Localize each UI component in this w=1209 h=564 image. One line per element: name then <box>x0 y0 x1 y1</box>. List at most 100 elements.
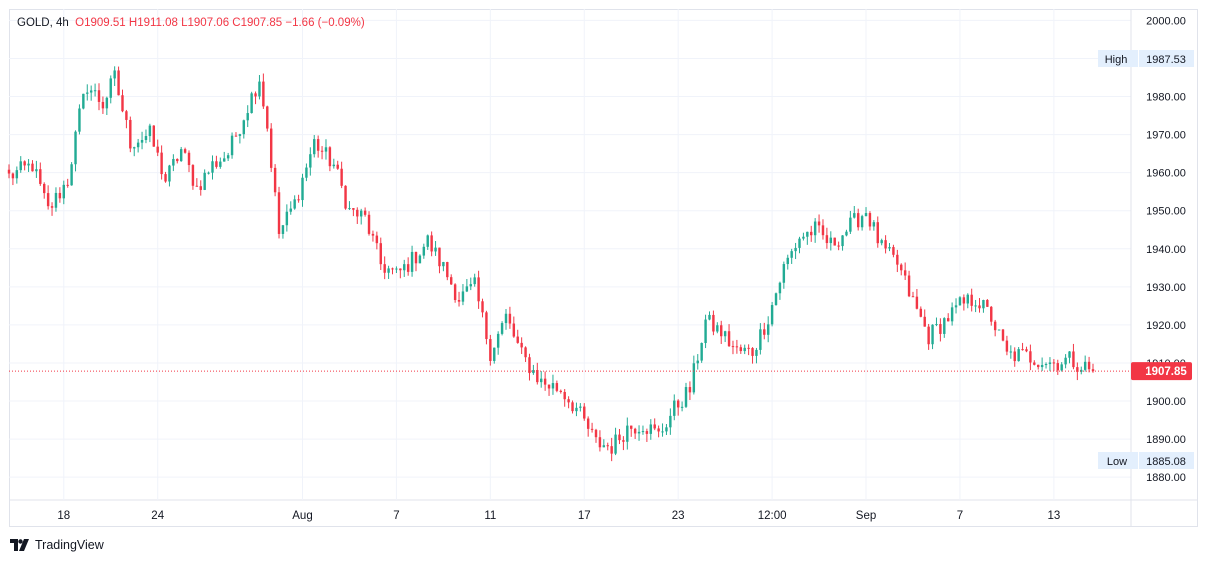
candle-body <box>1017 349 1020 362</box>
candle <box>962 294 966 311</box>
candle <box>156 139 159 157</box>
candle-body <box>833 237 836 246</box>
candle-body <box>598 437 602 448</box>
low-value: 1885.08 <box>1146 456 1186 468</box>
price-axis[interactable]: 1880.001890.001900.001910.001920.001930.… <box>1146 15 1186 484</box>
candle <box>70 162 73 186</box>
candle-body <box>309 154 312 168</box>
candle <box>344 185 347 210</box>
candle <box>297 194 300 203</box>
candle-body <box>176 158 179 162</box>
candle-body <box>649 424 653 434</box>
candle-body <box>970 294 973 306</box>
candle <box>997 329 1001 331</box>
candle-body <box>258 81 261 97</box>
candle <box>160 145 163 180</box>
candle <box>367 211 371 236</box>
candle <box>324 139 328 160</box>
branding-label: TradingView <box>35 538 104 552</box>
candle <box>622 436 625 451</box>
candle <box>348 201 351 210</box>
candle-body <box>727 331 731 347</box>
candle <box>442 261 445 272</box>
candle <box>946 313 950 322</box>
tradingview-branding[interactable]: TradingView <box>10 538 104 552</box>
candle <box>1064 354 1067 369</box>
candle <box>751 347 754 364</box>
candle-body <box>344 185 347 209</box>
time-axis[interactable]: 18 24 Aug 7 11 17 23 12:00 Sep 7 13 <box>57 510 1060 522</box>
candle <box>332 158 336 169</box>
candle-body <box>1021 349 1024 351</box>
candle <box>943 317 946 338</box>
candle-body <box>731 346 735 348</box>
candle-body <box>543 378 547 385</box>
candle-body <box>477 277 480 302</box>
candle <box>97 83 101 111</box>
high-value: 1987.53 <box>1146 54 1186 66</box>
candle <box>594 428 598 443</box>
candle <box>935 317 938 327</box>
candle-body <box>950 307 954 322</box>
x-tick-label: 7 <box>393 510 399 522</box>
candle-body <box>1033 362 1036 365</box>
chart-frame[interactable] <box>9 9 1198 527</box>
candle-body <box>172 158 175 166</box>
candle <box>414 251 418 272</box>
candle <box>982 299 985 313</box>
x-tick-label: 18 <box>57 510 70 522</box>
candle-body <box>606 445 609 447</box>
candle-body <box>262 81 265 107</box>
candle-body <box>508 313 512 324</box>
candle <box>238 133 242 144</box>
candle <box>129 116 132 153</box>
candle <box>512 316 516 338</box>
candle <box>426 234 429 250</box>
candle-body <box>962 297 966 304</box>
candle <box>579 403 582 412</box>
candle <box>430 231 433 257</box>
candle <box>536 362 539 385</box>
x-tick-label: 17 <box>578 510 591 522</box>
candle-body <box>856 213 860 228</box>
candle-body <box>630 425 633 429</box>
candle <box>661 423 664 437</box>
candle <box>853 206 856 219</box>
candle-body <box>622 440 625 442</box>
candle <box>473 273 476 287</box>
last-price-badge: 1907.85 <box>1131 362 1192 381</box>
candle-body <box>19 161 22 171</box>
candle <box>78 104 81 135</box>
candle <box>434 241 437 256</box>
candle-body <box>626 425 629 442</box>
candle-body <box>614 434 617 454</box>
candle <box>747 344 750 356</box>
candle <box>328 146 332 172</box>
candle-body <box>837 245 840 247</box>
candle-body <box>82 93 85 109</box>
candle <box>1087 356 1091 373</box>
candle-body <box>152 125 156 147</box>
candle <box>1009 345 1013 359</box>
candle-body <box>1005 340 1009 352</box>
candle <box>610 437 613 462</box>
candle-body <box>191 165 195 186</box>
candle-body <box>125 111 128 120</box>
candle-body <box>101 101 105 109</box>
candle-body <box>422 246 426 256</box>
candle-body <box>481 301 484 313</box>
candle-body <box>966 294 969 304</box>
candle-body <box>633 428 637 434</box>
candle <box>559 389 562 394</box>
candle <box>958 296 962 306</box>
candle-body <box>219 161 222 167</box>
candle-body <box>747 347 750 349</box>
candle <box>825 227 829 249</box>
candle <box>665 424 668 435</box>
candle <box>868 211 872 231</box>
candle <box>461 284 465 306</box>
candle-body <box>461 291 465 302</box>
candle-body <box>160 152 163 175</box>
candle-body <box>403 264 406 271</box>
